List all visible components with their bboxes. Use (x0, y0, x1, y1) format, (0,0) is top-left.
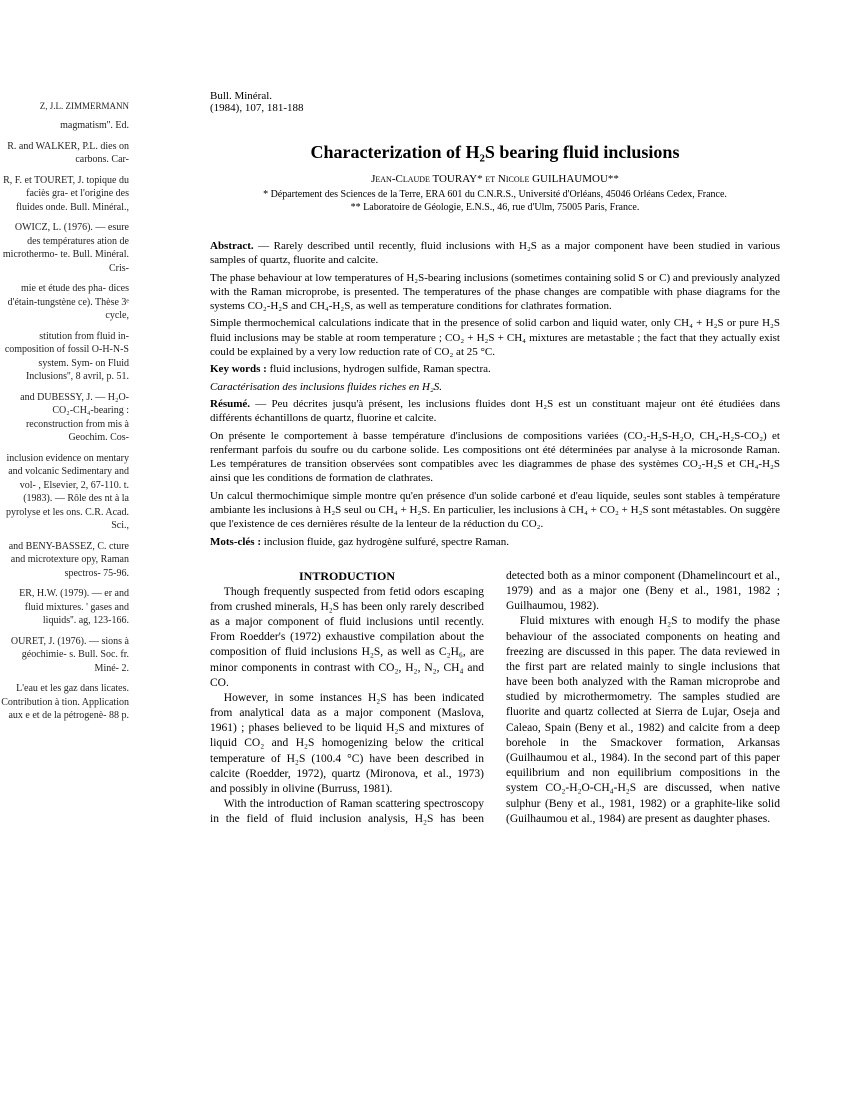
resume-lead: Résumé. (210, 398, 250, 410)
remnant-block: stitution from fluid in- composition of … (0, 330, 129, 384)
remnant-block: R. and WALKER, P.L. dies on carbons. Car… (0, 140, 129, 167)
resume-p3: Un calcul thermochimique simple montre q… (210, 489, 780, 532)
body-columns: INTRODUCTION Though frequently suspected… (210, 569, 780, 828)
abstract-p3: Simple thermochemical calculations indic… (210, 316, 780, 359)
motscles: inclusion fluide, gaz hydrogène sulfuré,… (261, 536, 509, 548)
remnant-block: R, F. et TOURET, J. topique du faciès gr… (0, 174, 129, 215)
journal-name: Bull. Minéral. (210, 90, 780, 102)
keywords: fluid inclusions, hydrogen sulfide, Rama… (267, 363, 491, 375)
body-p2: However, in some instances H₂S has been … (210, 691, 484, 797)
abstract-english: Abstract. — Rarely described until recen… (210, 239, 780, 549)
remnant-block: OWICZ, L. (1976). — esure des températur… (0, 221, 129, 275)
affiliation-2: ** Laboratoire de Géologie, E.N.S., 46, … (210, 202, 780, 213)
remnant-author: Z, J.L. ZIMMERMANN (0, 100, 129, 112)
resume-title: Caractérisation des inclusions fluides r… (210, 380, 780, 394)
remnant-block: L'eau et les gaz dans licates. Contribut… (0, 682, 129, 723)
body-p1: Though frequently suspected from fetid o… (210, 585, 484, 691)
abstract-p2: The phase behaviour at low temperatures … (210, 271, 780, 314)
page: Z, J.L. ZIMMERMANN magmatism''. Ed. R. a… (0, 0, 850, 1100)
article-main: Bull. Minéral. (1984), 107, 181-188 Char… (210, 90, 780, 828)
remnant-block: inclusion evidence on mentary and volcan… (0, 452, 129, 533)
resume-p1: — Peu décrites jusqu'à présent, les incl… (210, 398, 780, 424)
keywords-lead: Key words : (210, 363, 267, 375)
affiliation-1: * Département des Sciences de la Terre, … (210, 189, 780, 200)
resume-p2: On présente le comportement à basse temp… (210, 429, 780, 486)
journal-issue: (1984), 107, 181-188 (210, 102, 780, 114)
abstract-lead: Abstract. (210, 240, 254, 252)
motscles-lead: Mots-clés : (210, 536, 261, 548)
previous-page-remnant: Z, J.L. ZIMMERMANN magmatism''. Ed. R. a… (0, 100, 135, 730)
remnant-block: magmatism''. Ed. (0, 119, 129, 133)
article-title: Characterization of H₂S bearing fluid in… (210, 142, 780, 163)
remnant-block: ER, H.W. (1979). — er and fluid mixtures… (0, 587, 129, 628)
remnant-block: mie et étude des pha- dices d'étain-tung… (0, 282, 129, 323)
remnant-block: and BENY-BASSEZ, C. cture and microtextu… (0, 540, 129, 581)
section-heading-introduction: INTRODUCTION (210, 569, 484, 585)
remnant-block: and DUBESSY, J. — H₂O-CO₂-CH₄-bearing : … (0, 391, 129, 445)
remnant-block: OURET, J. (1976). — sions à géochimie- s… (0, 635, 129, 676)
body-p4: Fluid mixtures with enough H₂S to modify… (506, 614, 780, 826)
abstract-p1: — Rarely described until recently, fluid… (210, 240, 780, 266)
authors: Jean-Claude TOURAY* et Nicole GUILHAUMOU… (210, 173, 780, 185)
